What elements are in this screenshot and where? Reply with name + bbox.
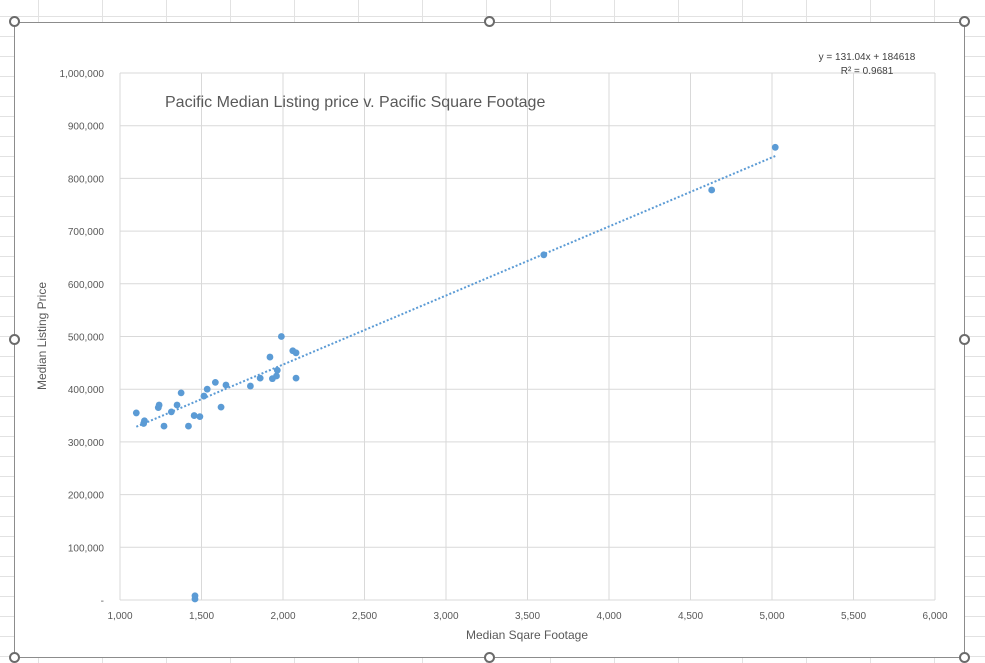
x-tick-label: 4,000 bbox=[596, 611, 621, 622]
x-tick-label: 5,000 bbox=[759, 611, 784, 622]
data-point bbox=[177, 389, 185, 397]
y-tick-label: 500,000 bbox=[68, 333, 105, 344]
x-tick-label: 1,000 bbox=[107, 611, 132, 622]
y-tick-label: 800,000 bbox=[68, 174, 105, 185]
data-point bbox=[190, 412, 198, 419]
y-tick-label: 600,000 bbox=[68, 280, 105, 291]
data-point bbox=[141, 417, 148, 425]
tick-labels: - 100,000 200,000 300,000 400,000 500,000 600,… bbox=[60, 69, 948, 622]
y-tick-label: 1,000,000 bbox=[60, 69, 105, 80]
y-tick-label: 400,000 bbox=[68, 385, 105, 396]
data-point bbox=[247, 382, 254, 390]
chart-area[interactable]: - 100,000 200,000 300,000 400,000 500,000 600,… bbox=[14, 22, 965, 658]
resize-handle-top-left[interactable] bbox=[9, 16, 20, 27]
data-point bbox=[256, 374, 264, 382]
x-tick-label: 2,000 bbox=[270, 611, 295, 622]
data-point bbox=[196, 413, 204, 421]
data-point bbox=[273, 372, 280, 380]
resize-handle-right[interactable] bbox=[959, 334, 970, 345]
data-point bbox=[211, 378, 219, 386]
y-tick-label: 200,000 bbox=[68, 491, 105, 502]
data-point bbox=[155, 401, 163, 409]
data-point bbox=[167, 408, 175, 416]
x-tick-label: 3,500 bbox=[515, 611, 540, 622]
y-tick-label: - bbox=[101, 596, 104, 607]
trendline-r2: R² = 0.9681 bbox=[841, 66, 894, 77]
x-tick-label: 1,500 bbox=[189, 611, 214, 622]
gridlines bbox=[119, 72, 936, 601]
data-point bbox=[708, 186, 716, 194]
y-tick-label: 900,000 bbox=[68, 122, 105, 133]
y-tick-label: 300,000 bbox=[68, 438, 105, 449]
resize-handle-bottom[interactable] bbox=[484, 652, 495, 663]
data-point bbox=[200, 392, 208, 400]
scatter-chart: - 100,000 200,000 300,000 400,000 500,000 600,… bbox=[35, 52, 948, 642]
data-point bbox=[185, 422, 192, 430]
x-tick-label: 5,500 bbox=[841, 611, 866, 622]
data-point bbox=[191, 592, 199, 600]
data-point bbox=[217, 403, 225, 411]
resize-handle-bottom-right[interactable] bbox=[959, 652, 970, 663]
data-point bbox=[273, 366, 281, 374]
x-tick-label: 6,000 bbox=[922, 611, 947, 622]
x-tick-label: 2,500 bbox=[352, 611, 377, 622]
trendline bbox=[135, 155, 776, 428]
x-axis-title: Median Sqare Footage bbox=[466, 628, 588, 642]
data-point bbox=[132, 409, 140, 417]
y-axis-title: Median Listing Price bbox=[35, 282, 49, 390]
y-tick-label: 700,000 bbox=[68, 227, 105, 238]
data-point bbox=[771, 143, 779, 151]
data-point bbox=[540, 251, 548, 259]
y-tick-label: 100,000 bbox=[68, 543, 105, 554]
data-point bbox=[277, 333, 285, 340]
resize-handle-left[interactable] bbox=[9, 334, 20, 345]
resize-handle-top[interactable] bbox=[484, 16, 495, 27]
chart-title: Pacific Median Listing price v. Pacific … bbox=[165, 94, 545, 111]
data-point bbox=[222, 381, 230, 389]
data-point bbox=[292, 349, 300, 357]
data-point bbox=[160, 422, 168, 430]
data-point bbox=[292, 374, 300, 382]
data-point bbox=[173, 401, 181, 409]
data-point bbox=[203, 385, 211, 393]
resize-handle-top-right[interactable] bbox=[959, 16, 970, 27]
resize-handle-bottom-left[interactable] bbox=[9, 652, 20, 663]
x-tick-label: 4,500 bbox=[678, 611, 703, 622]
trendline-equation: y = 131.04x + 184618 bbox=[819, 52, 916, 63]
data-point bbox=[266, 353, 274, 361]
x-tick-label: 3,000 bbox=[433, 611, 458, 622]
trendline-layer bbox=[135, 155, 776, 428]
data-points bbox=[132, 143, 779, 603]
